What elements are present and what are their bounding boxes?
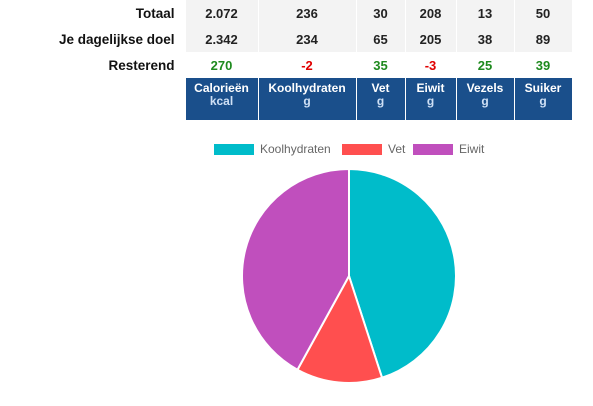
cell-calories: 270 — [184, 52, 258, 78]
row-daily-goal: Je dagelijkse doel 2.342 234 65 205 38 8… — [0, 26, 572, 52]
legend-item-koolhydraten[interactable]: Koolhydraten — [214, 142, 331, 156]
legend-label: Koolhydraten — [260, 142, 331, 156]
legend-item-vet[interactable]: Vet — [342, 142, 405, 156]
cell-fiber: 13 — [455, 0, 514, 26]
header-name: Calorieën — [194, 81, 249, 95]
legend-swatch — [214, 143, 254, 155]
cell-calories: 2.072 — [184, 0, 258, 26]
cell-protein: 205 — [404, 26, 456, 52]
chart-legend: Koolhydraten Vet Eiwit — [0, 142, 593, 158]
legend-item-eiwit[interactable]: Eiwit — [413, 142, 484, 156]
header-spacer — [0, 78, 185, 120]
header-name: Vezels — [466, 81, 504, 95]
header-fiber: Vezels g — [455, 78, 514, 120]
nutrition-summary-table: Totaal 2.072 236 30 208 13 50 Je dagelij… — [0, 0, 572, 120]
legend-swatch — [413, 143, 453, 155]
pie-slice-koolhydraten[interactable] — [348, 167, 457, 380]
header-unit: g — [539, 94, 547, 108]
row-label: Resterend — [108, 57, 175, 73]
header-fat: Vet g — [355, 78, 405, 120]
row-remaining: Resterend 270 -2 35 -3 25 39 — [0, 52, 572, 78]
header-calories: Calorieën kcal — [184, 78, 258, 120]
row-totaal: Totaal 2.072 236 30 208 13 50 — [0, 0, 572, 26]
header-name: Eiwit — [416, 81, 445, 95]
cell-carbs: -2 — [257, 52, 356, 78]
cell-carbs: 234 — [257, 26, 356, 52]
pie-slice-vet[interactable] — [296, 273, 384, 384]
header-unit: g — [376, 94, 385, 108]
cell-sugar: 50 — [513, 0, 572, 26]
cell-fat: 30 — [355, 0, 405, 26]
header-carbs: Koolhydraten g — [257, 78, 356, 120]
cell-carbs: 236 — [257, 0, 356, 26]
column-header-row: Calorieën kcal Koolhydraten g Vet g Eiwit g … — [0, 78, 572, 120]
header-name: Vet — [371, 81, 390, 95]
header-name: Suiker — [524, 81, 562, 95]
cell-fat: 35 — [355, 52, 405, 78]
cell-calories: 2.342 — [184, 26, 258, 52]
cell-fiber: 38 — [455, 26, 514, 52]
header-unit: g — [426, 94, 435, 108]
header-sugar: Suiker g — [513, 78, 572, 120]
cell-protein: 208 — [404, 0, 456, 26]
cell-fiber: 25 — [455, 52, 514, 78]
cell-sugar: 39 — [513, 52, 572, 78]
cell-fat: 65 — [355, 26, 405, 52]
row-label: Je dagelijkse doel — [58, 31, 175, 47]
header-name: Koolhydraten — [268, 81, 346, 95]
header-unit: g — [303, 94, 311, 108]
header-unit: kcal — [209, 94, 234, 108]
header-unit: g — [481, 94, 489, 108]
pie-slice-eiwit[interactable] — [241, 167, 350, 372]
row-label: Totaal — [135, 5, 175, 21]
legend-swatch — [342, 143, 382, 155]
cell-sugar: 89 — [513, 26, 572, 52]
legend-label: Eiwit — [459, 142, 485, 156]
header-protein: Eiwit g — [404, 78, 456, 120]
cell-protein: -3 — [404, 52, 456, 78]
legend-label: Vet — [388, 142, 406, 156]
